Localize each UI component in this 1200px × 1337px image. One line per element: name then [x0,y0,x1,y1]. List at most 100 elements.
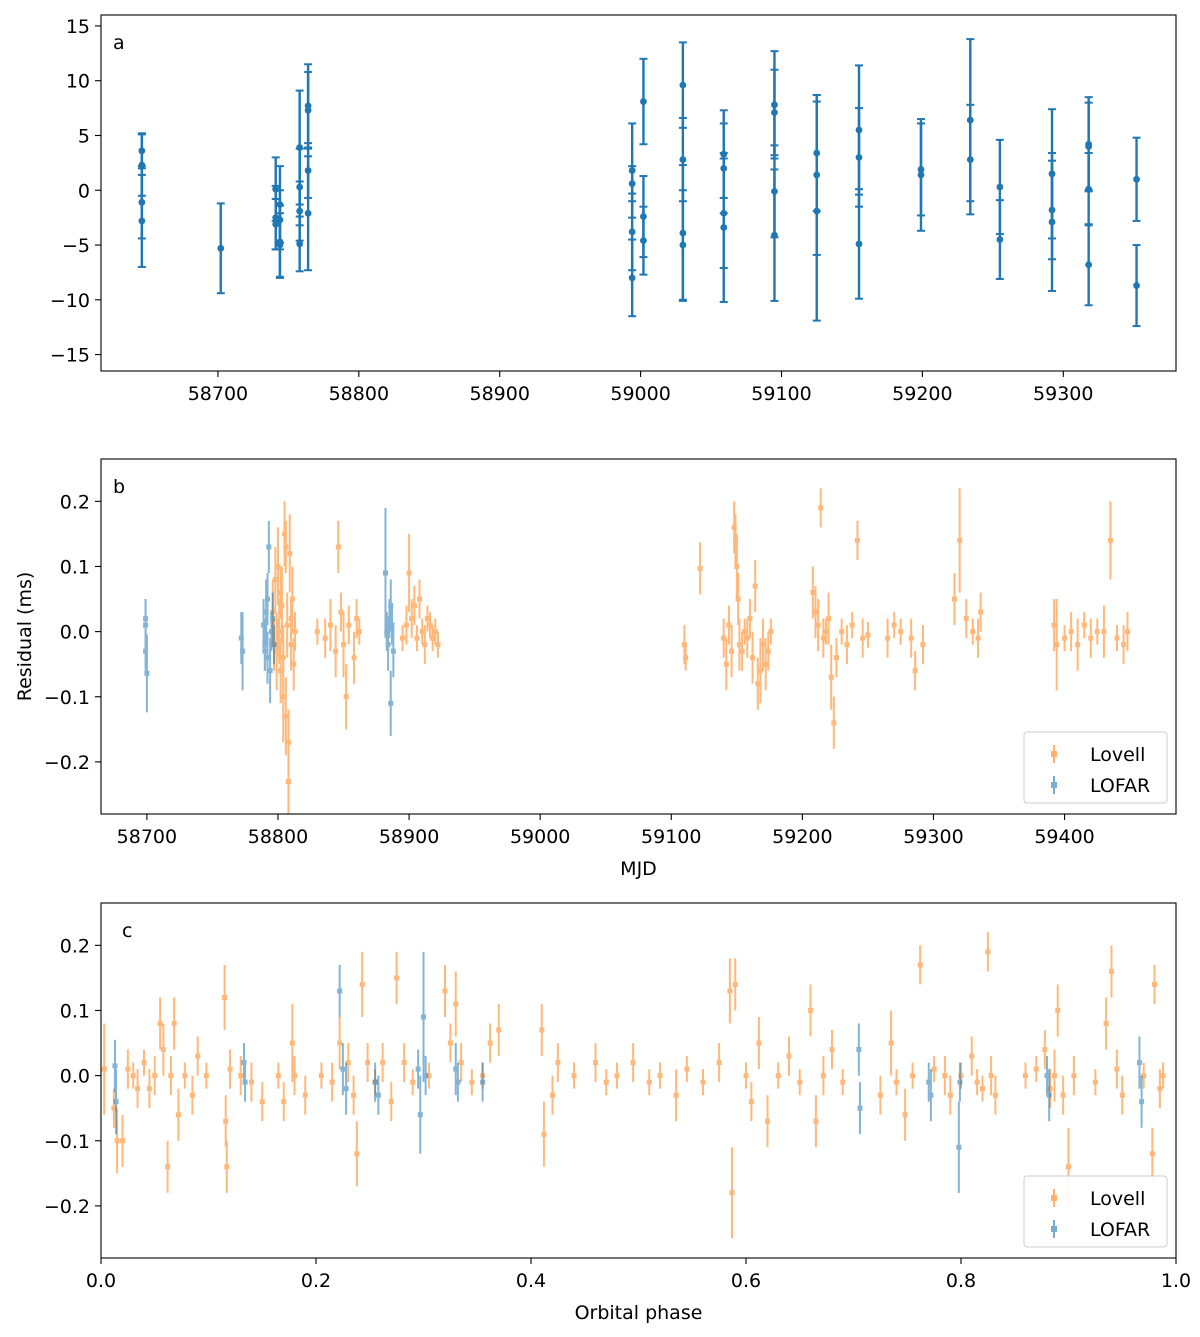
marker [386,616,392,622]
data-point [916,118,925,232]
marker [856,1047,862,1053]
marker [272,577,278,583]
marker [274,648,280,654]
data-point [639,205,648,276]
marker [419,629,425,635]
data-point [224,1140,230,1193]
marker [966,156,974,163]
marker [898,629,904,635]
marker [291,661,297,667]
data-point [372,1062,378,1102]
marker [283,713,289,719]
data-point [1051,599,1057,652]
data-point [1121,625,1127,665]
marker [720,224,728,231]
data-point [1055,984,1061,1037]
data-point [1157,1069,1163,1109]
marker [855,154,863,161]
marker [238,635,244,641]
marker [849,622,855,628]
series-lofar [143,507,396,736]
data-point [917,945,923,985]
marker [453,1001,459,1007]
marker [289,596,295,602]
marker [947,1092,953,1098]
marker [203,1073,209,1079]
data-point [555,1043,561,1083]
data-point [849,612,855,639]
data-point [744,618,750,658]
marker [143,648,149,654]
data-point [125,1049,131,1089]
data-point [359,951,365,1017]
data-point [1042,1030,1048,1070]
panel-a: 58700 58800 58900 59000 59100 59200 59300 −15 −1… [50,14,1177,405]
marker [175,1112,181,1118]
data-point [815,599,821,652]
marker [786,1053,792,1059]
data-point [400,625,406,652]
marker [278,668,284,674]
marker [942,1073,948,1079]
data-point [1088,618,1094,658]
marker [403,622,409,628]
marker [289,1040,295,1046]
data-point [942,1056,948,1096]
data-point [865,621,871,648]
legend-marker-lofar [1051,1220,1057,1238]
marker [338,609,344,615]
marker [657,1073,663,1079]
marker [285,739,291,745]
marker [346,622,352,628]
data-point [729,1147,735,1239]
marker [267,668,273,674]
marker [1121,642,1127,648]
data-point [1119,1075,1125,1115]
marker [276,629,282,635]
data-point [750,631,756,684]
data-point [111,1088,117,1128]
marker [280,655,286,661]
marker [757,668,763,674]
data-point [975,618,981,658]
data-point [1071,1056,1077,1096]
marker [340,1066,346,1072]
marker [389,622,395,628]
x-tick-label: 59200 [772,826,832,848]
marker [1047,1086,1053,1092]
marker [844,642,850,648]
data-point [388,670,394,736]
marker [1033,1066,1039,1072]
marker [1085,143,1093,150]
marker [744,635,750,641]
marker [143,622,149,628]
y-tick-label: −10 [50,290,90,312]
marker [275,635,281,641]
data-point [860,618,866,658]
legend-label-lofar: LOFAR [1090,1219,1150,1241]
marker [978,609,984,615]
legend-label-lovell: Lovell [1090,1188,1145,1210]
marker [160,1047,166,1053]
marker [240,648,246,654]
marker [292,1073,297,1079]
data-point [957,1062,963,1102]
data-point [978,592,984,632]
x-tick-label: 0.4 [516,1270,546,1292]
data-point [285,748,291,814]
data-point [380,1043,386,1083]
marker [839,629,845,635]
data-point [768,618,774,645]
data-point [726,605,732,645]
data-point [770,168,779,302]
marker [1139,1099,1145,1105]
marker [195,1053,201,1059]
legend-marker-lofar [1051,776,1057,794]
data-point [734,533,740,600]
data-point [120,1114,125,1167]
y-tick-label: 0.2 [60,491,90,513]
data-point [417,579,423,619]
panel-label: a [113,32,125,54]
marker [1023,1073,1028,1079]
marker [739,648,745,654]
